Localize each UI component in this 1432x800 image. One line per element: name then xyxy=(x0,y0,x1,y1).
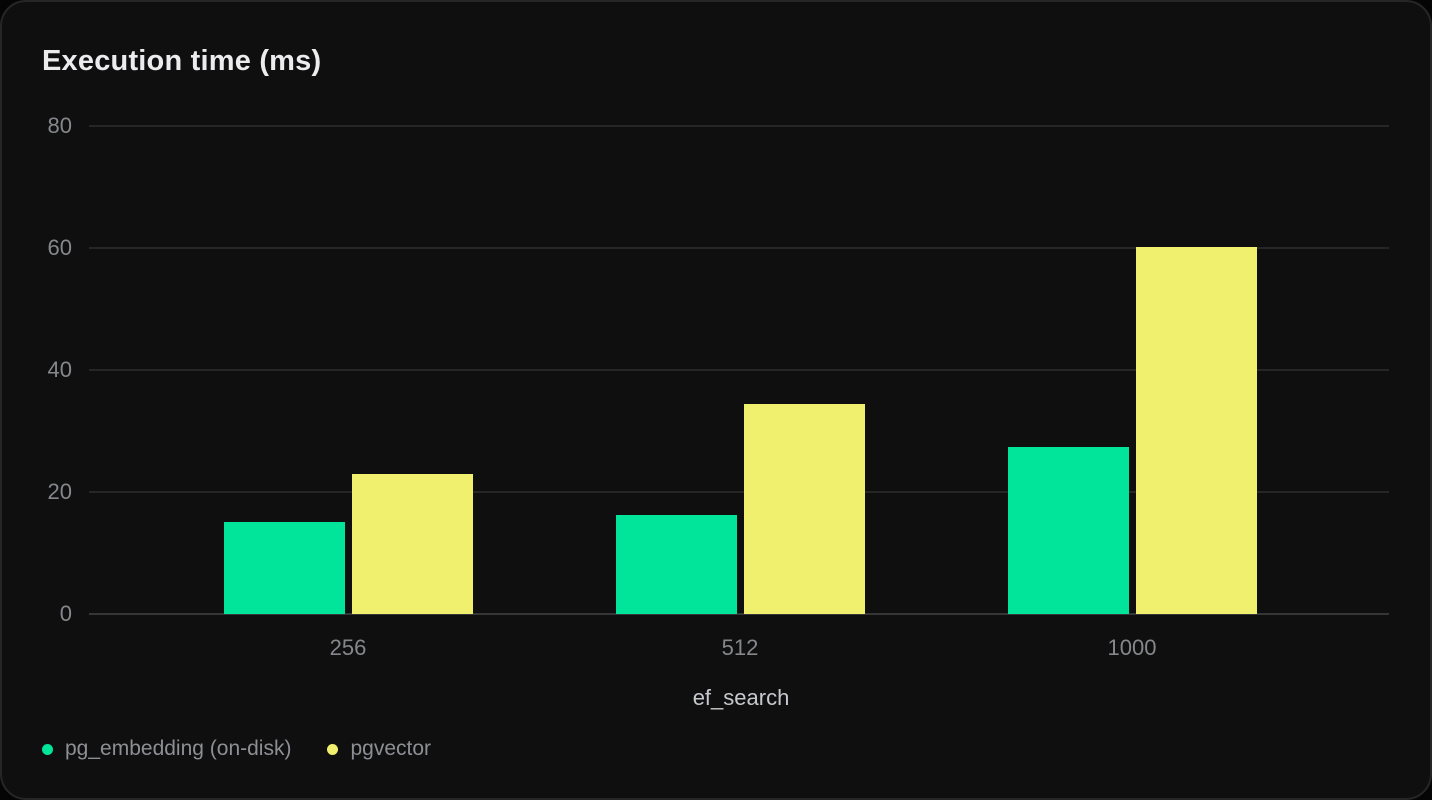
bar-pg-embedding-on-disk-512 xyxy=(615,515,737,614)
x-tick-label-1000: 1000 xyxy=(1107,635,1157,660)
bar-pgvector-256 xyxy=(351,474,473,614)
legend-item: pg_embedding (on-disk) xyxy=(42,737,291,761)
chart-title: Execution time (ms) xyxy=(42,45,322,77)
gridline-y-0 xyxy=(89,613,1389,615)
bar-pg-embedding-on-disk-1000 xyxy=(1007,447,1129,614)
y-tick-label-0: 0 xyxy=(59,601,72,626)
x-tick-label-512: 512 xyxy=(721,635,759,660)
y-tick-label-40: 40 xyxy=(47,357,72,382)
legend-label: pgvector xyxy=(350,737,432,760)
y-tick-label-80: 80 xyxy=(47,113,72,138)
y-tick-label-20: 20 xyxy=(47,479,72,504)
x-tick-label-256: 256 xyxy=(329,635,367,660)
bar-pgvector-512 xyxy=(743,404,865,614)
legend-swatch-icon xyxy=(42,743,53,755)
gridline-y-40 xyxy=(89,369,1389,371)
x-axis-label: ef_search xyxy=(692,685,790,710)
gridline-y-80 xyxy=(89,125,1389,127)
legend-swatch-icon xyxy=(327,743,339,755)
legend-item: pgvector xyxy=(327,737,431,761)
y-tick-label-60: 60 xyxy=(47,235,72,260)
legend-label: pg_embedding (on-disk) xyxy=(65,737,292,760)
gridline-y-20 xyxy=(89,491,1389,493)
bar-pg-embedding-on-disk-256 xyxy=(223,521,345,614)
legend: pg_embedding (on-disk) pgvector xyxy=(42,737,431,761)
gridline-y-60 xyxy=(89,247,1389,249)
bar-pgvector-1000 xyxy=(1135,246,1257,614)
